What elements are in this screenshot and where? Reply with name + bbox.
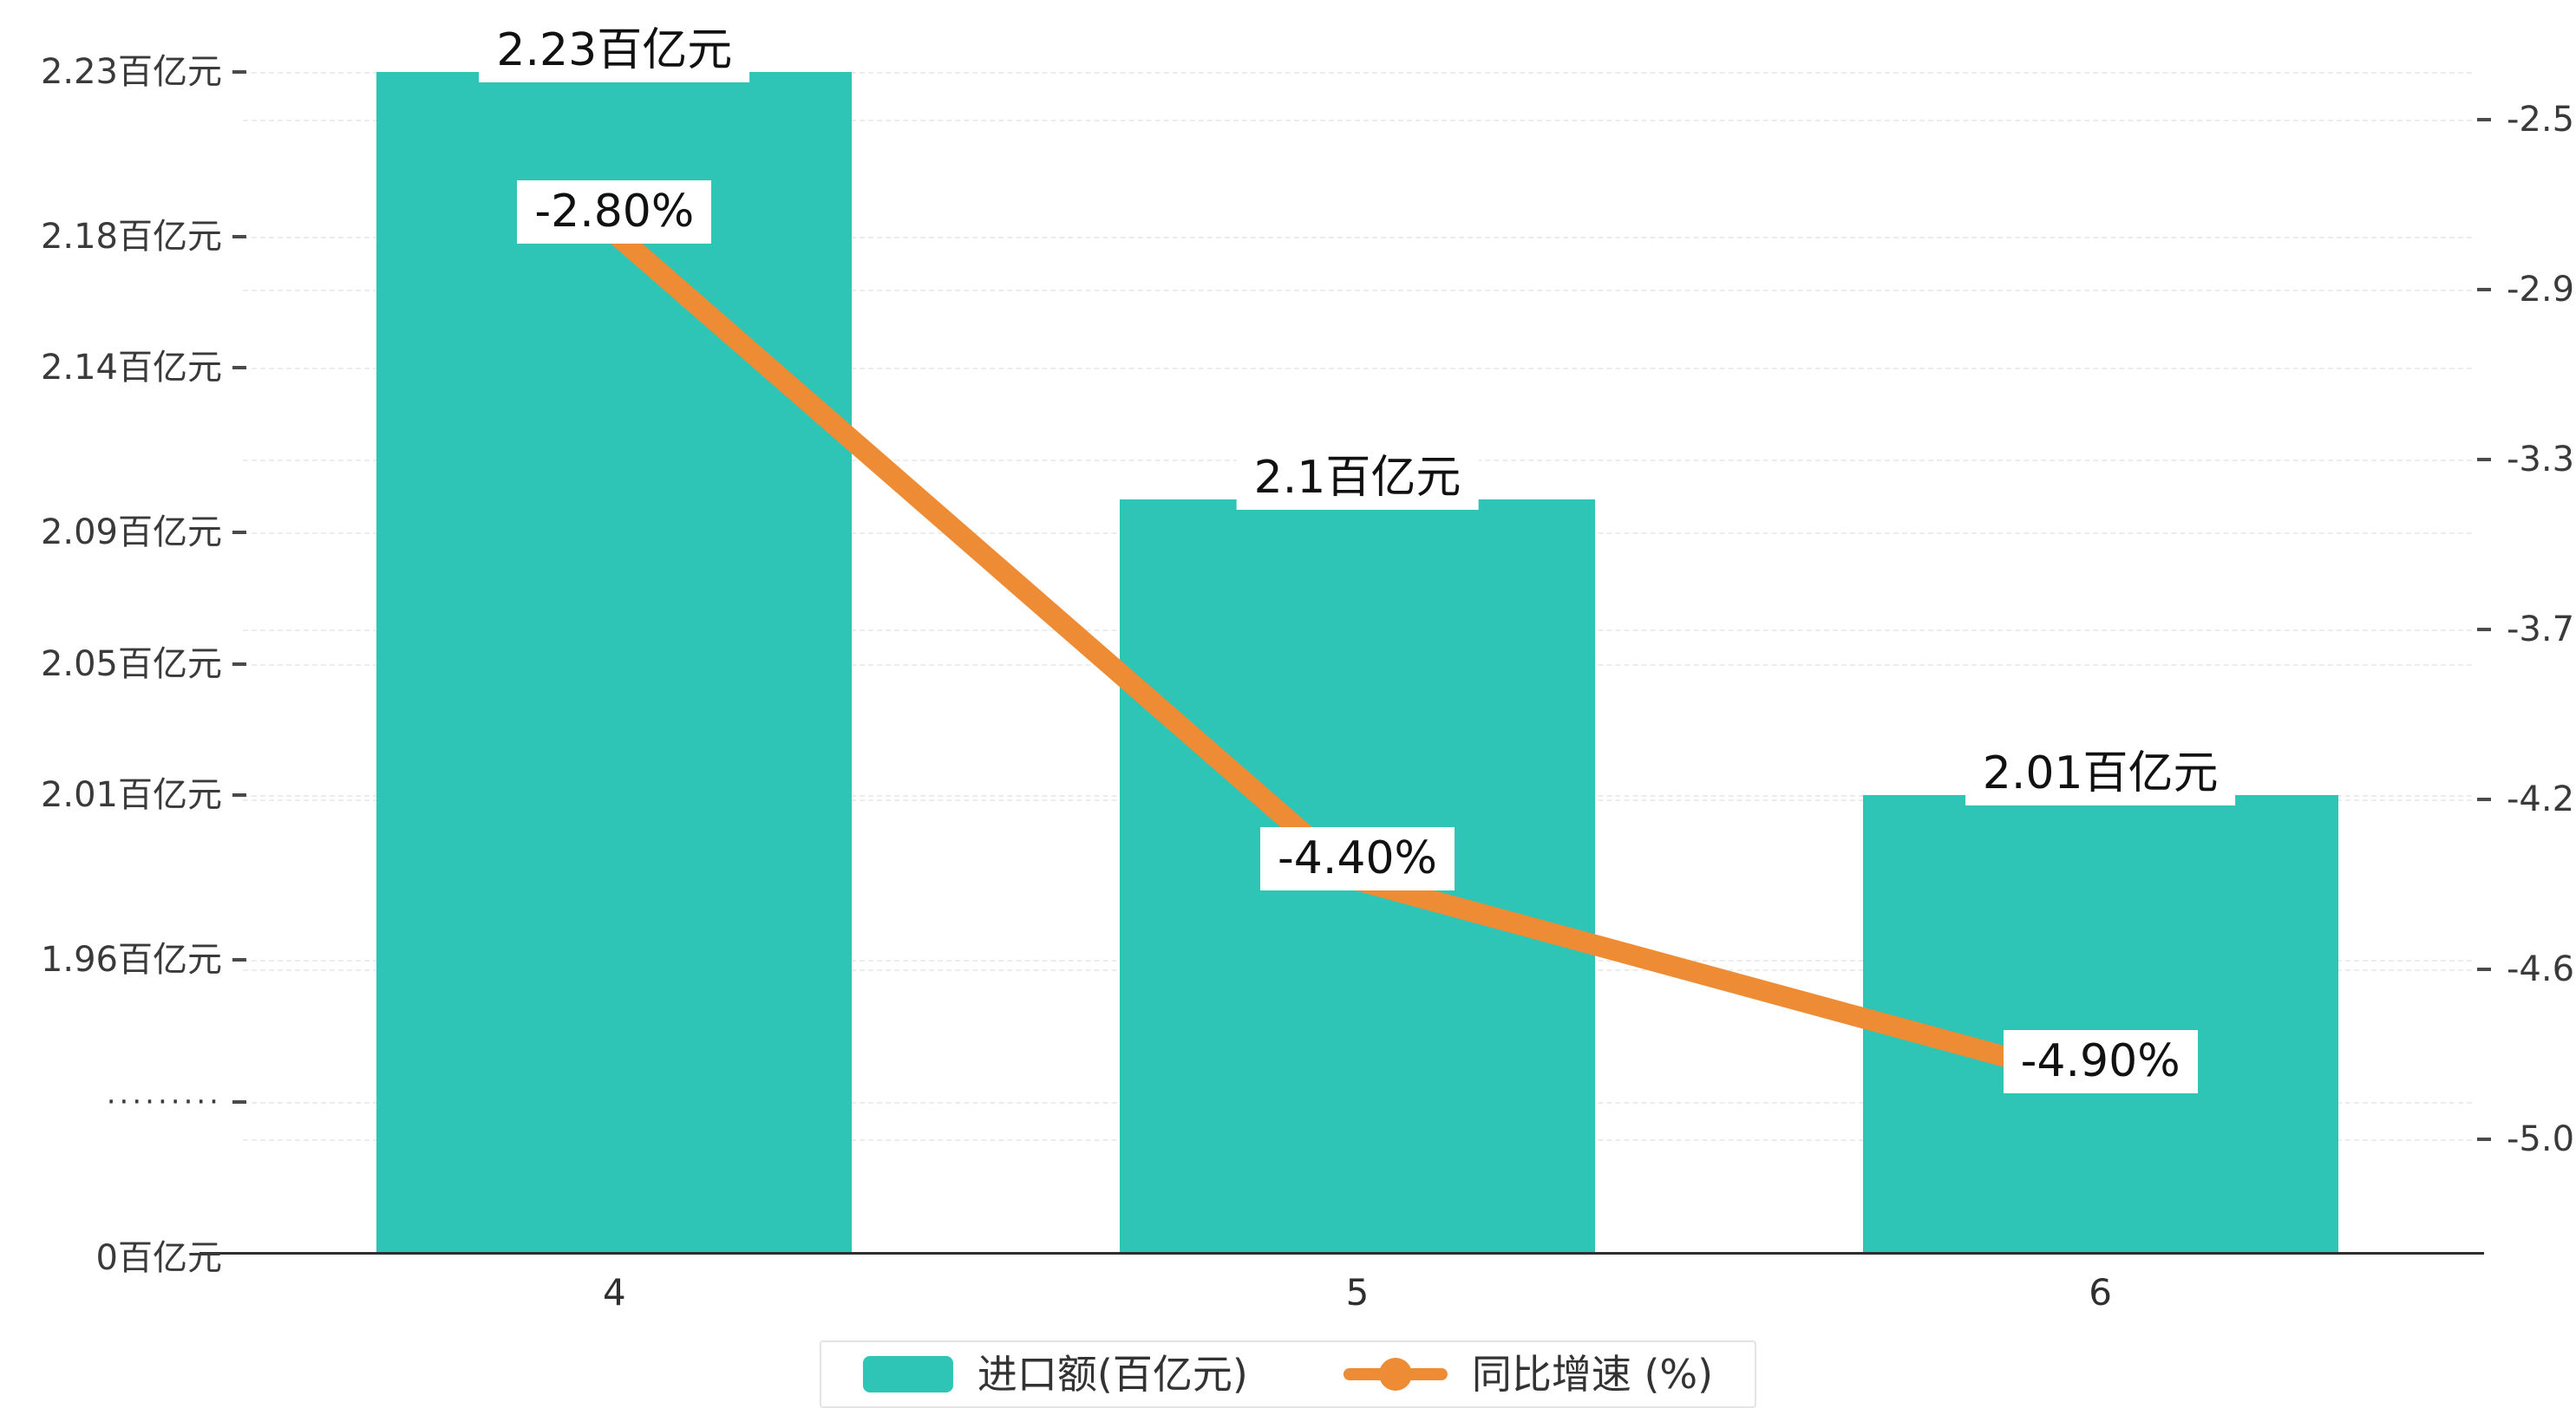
left-axis-tick	[232, 530, 246, 534]
legend-label-growth: 同比增速 (%)	[1471, 1351, 1714, 1398]
x-axis-label: 5	[1345, 1271, 1370, 1314]
right-axis-label: -2.52	[2507, 100, 2576, 140]
bar	[1862, 795, 2338, 1252]
x-axis-line	[199, 1252, 2484, 1255]
left-axis-label: 2.01百亿元	[40, 775, 222, 816]
x-axis-label: 4	[602, 1271, 626, 1314]
bar	[376, 72, 853, 1252]
left-axis-tick	[232, 958, 246, 962]
line-series-dot-icon	[1378, 1358, 1412, 1391]
left-axis-tick	[232, 662, 246, 666]
axis-break-label: ·········	[106, 1085, 222, 1119]
right-axis-label: -3.78	[2507, 610, 2576, 649]
legend-item-growth[interactable]: 同比增速 (%)	[1343, 1351, 1714, 1398]
right-axis-label: -4.62	[2507, 949, 2576, 989]
right-axis-tick	[2477, 968, 2491, 971]
right-axis-tick	[2477, 288, 2491, 291]
bar-value-label: 2.1百亿元	[1236, 447, 1479, 511]
left-axis-label: 2.23百亿元	[40, 52, 222, 92]
right-axis-tick	[2477, 628, 2491, 631]
left-axis-tick	[232, 234, 246, 238]
right-axis-tick	[2477, 798, 2491, 801]
grid-line	[243, 72, 2472, 74]
left-axis-label: 2.09百亿元	[40, 512, 222, 552]
bar-series-swatch	[862, 1356, 953, 1392]
left-axis-tick	[232, 366, 246, 370]
line-point-label: -4.90%	[2003, 1029, 2198, 1093]
right-axis-label: -4.20	[2507, 779, 2576, 819]
left-axis-label: 2.05百亿元	[40, 643, 222, 684]
left-axis-label: 2.18百亿元	[40, 216, 222, 257]
right-axis-tick	[2477, 1138, 2491, 1141]
line-point-label: -4.40%	[1260, 827, 1455, 891]
left-axis-tick	[232, 793, 246, 798]
left-axis-label: 1.96百亿元	[40, 940, 222, 980]
left-axis-tick	[232, 1100, 246, 1104]
right-axis-tick	[2477, 458, 2491, 461]
line-series-swatch	[1343, 1358, 1448, 1391]
bar-value-label: 2.01百亿元	[1965, 742, 2236, 806]
left-axis-tick	[232, 70, 246, 74]
left-axis-zero-label: 0百亿元	[95, 1238, 222, 1278]
right-axis-label: -3.36	[2507, 440, 2576, 479]
right-axis-label: -5.04	[2507, 1119, 2576, 1159]
legend: 进口额(百亿元) 同比增速 (%)	[819, 1340, 1757, 1408]
bar-value-label: 2.23百亿元	[479, 19, 750, 82]
left-axis-label: 2.14百亿元	[40, 348, 222, 388]
right-axis-tick	[2477, 118, 2491, 121]
right-axis-label: -2.94	[2507, 270, 2576, 310]
grid-line	[243, 120, 2472, 121]
x-axis-label: 6	[2089, 1271, 2113, 1314]
legend-item-imports[interactable]: 进口额(百亿元)	[862, 1351, 1248, 1398]
legend-label-imports: 进口额(百亿元)	[977, 1351, 1248, 1398]
line-point-label: -2.80%	[517, 179, 712, 244]
